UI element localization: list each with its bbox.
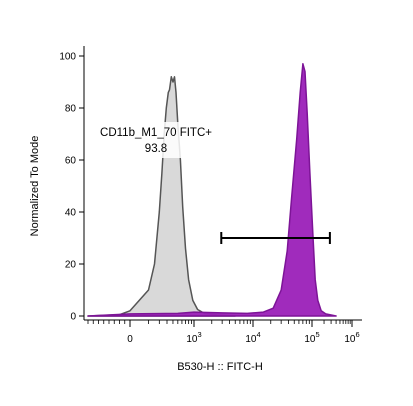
y-tick-label: 80 bbox=[65, 104, 77, 115]
x-tick-label: 0 bbox=[127, 334, 133, 345]
axes-layer: 0 20 40 60 80 100 0 103 104 105 106 bbox=[59, 46, 362, 345]
gate-value-label: 93.8 bbox=[145, 143, 167, 155]
y-tick-label: 0 bbox=[70, 312, 76, 323]
label-layer: B530-H :: FITC-H Normalized To Mode CD11b_… bbox=[29, 122, 263, 373]
y-tick-label: 40 bbox=[65, 208, 77, 219]
x-tick-label: 105 bbox=[304, 330, 319, 345]
series-layer bbox=[87, 63, 337, 317]
x-tick-label: 103 bbox=[186, 330, 201, 345]
histogram-series-unstained bbox=[87, 76, 236, 317]
y-tick-label: 20 bbox=[65, 260, 77, 271]
gate-name-label: CD11b_M1_70 FITC+ bbox=[100, 127, 212, 139]
x-axis-title: B530-H :: FITC-H bbox=[177, 361, 263, 373]
x-tick-label: 106 bbox=[344, 330, 359, 345]
x-tick-label: 104 bbox=[245, 330, 260, 345]
y-axis-title: Normalized To Mode bbox=[29, 136, 41, 237]
gate-layer bbox=[220, 232, 331, 244]
gate-label-box bbox=[98, 122, 214, 158]
y-tick-label: 60 bbox=[65, 156, 77, 167]
y-tick-label: 100 bbox=[59, 52, 76, 63]
histogram-series-stained bbox=[87, 63, 337, 317]
